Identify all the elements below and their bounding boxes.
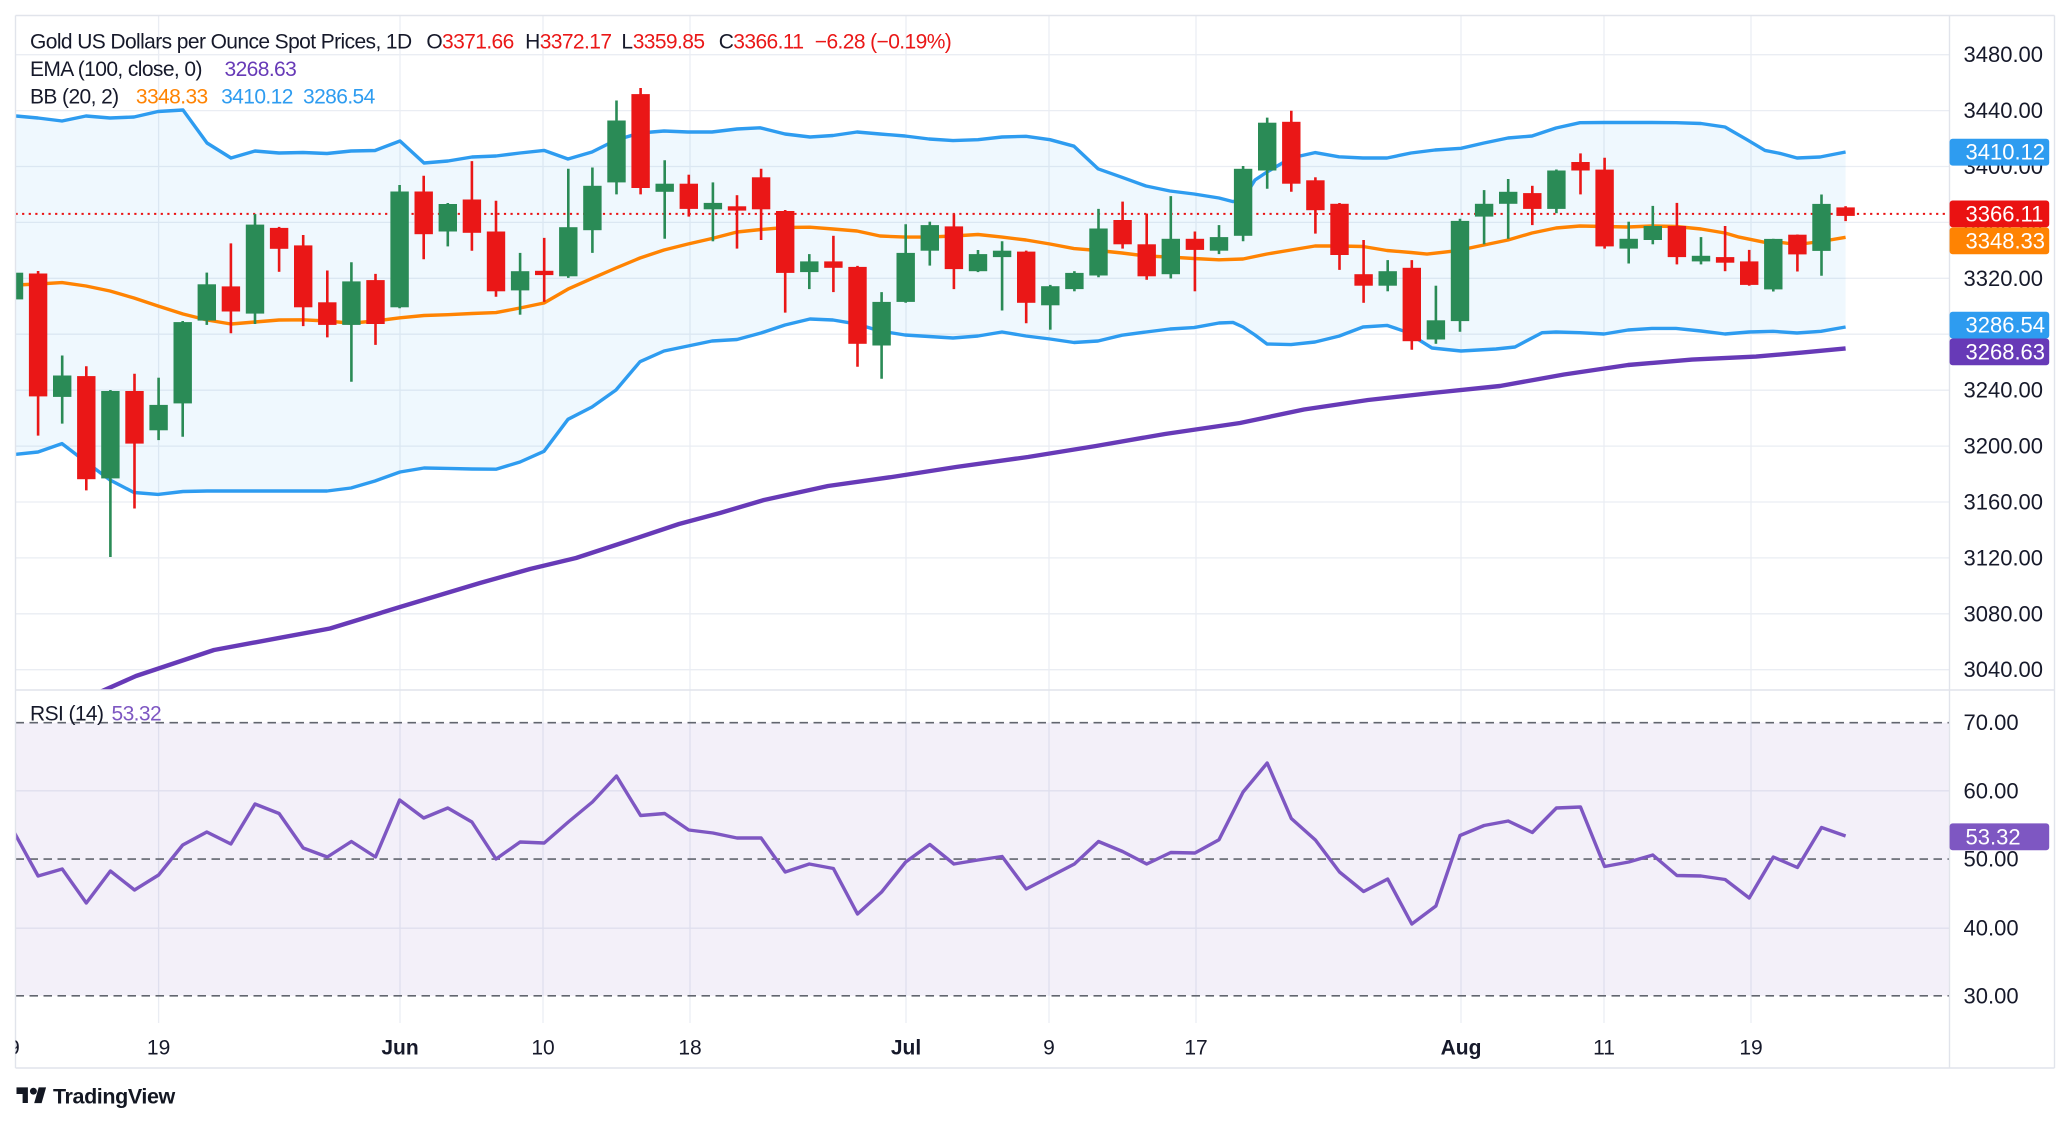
svg-text:Aug: Aug	[1441, 1037, 1482, 1060]
svg-text:RSI (14): RSI (14)	[30, 702, 103, 725]
svg-text:−6.28 (−0.19%): −6.28 (−0.19%)	[815, 31, 951, 54]
svg-text:60.00: 60.00	[1964, 778, 2019, 803]
svg-text:3268.63: 3268.63	[225, 58, 297, 81]
svg-text:3410.12: 3410.12	[221, 85, 293, 108]
svg-text:53.32: 53.32	[112, 702, 162, 725]
svg-text:3120.00: 3120.00	[1964, 545, 2044, 570]
svg-text:3286.54: 3286.54	[1966, 313, 2046, 338]
svg-text:3160.00: 3160.00	[1964, 490, 2044, 515]
svg-text:19: 19	[1739, 1037, 1762, 1060]
svg-text:3240.00: 3240.00	[1964, 378, 2044, 403]
svg-text:EMA (100, close, 0): EMA (100, close, 0)	[30, 58, 202, 81]
svg-text:BB (20, 2): BB (20, 2)	[30, 85, 119, 108]
svg-text:3080.00: 3080.00	[1964, 601, 2044, 626]
svg-text:9: 9	[1043, 1037, 1055, 1060]
svg-text:Gold US Dollars per Ounce Spot: Gold US Dollars per Ounce Spot Prices, 1…	[30, 31, 412, 54]
svg-text:3410.12: 3410.12	[1966, 140, 2046, 165]
svg-text:3286.54: 3286.54	[303, 85, 376, 108]
svg-text:9: 9	[8, 1037, 20, 1060]
svg-text:3040.00: 3040.00	[1964, 657, 2044, 682]
svg-text:3268.63: 3268.63	[1966, 339, 2046, 364]
svg-text:53.32: 53.32	[1966, 824, 2021, 849]
svg-text:Jul: Jul	[891, 1037, 921, 1060]
svg-text:40.00: 40.00	[1964, 916, 2019, 941]
svg-text:50.00: 50.00	[1964, 847, 2019, 872]
svg-text:11: 11	[1593, 1037, 1615, 1060]
svg-text:3200.00: 3200.00	[1964, 434, 2044, 459]
svg-text:H: H	[525, 31, 540, 54]
svg-text:3371.66: 3371.66	[442, 31, 514, 54]
svg-text:3366.11: 3366.11	[1966, 201, 2044, 226]
svg-text:70.00: 70.00	[1964, 710, 2019, 735]
svg-text:3366.11: 3366.11	[733, 31, 803, 54]
svg-text:Jun: Jun	[381, 1037, 418, 1060]
svg-text:3440.00: 3440.00	[1964, 98, 2044, 123]
svg-text:17: 17	[1184, 1037, 1207, 1060]
svg-text:TradingView: TradingView	[53, 1085, 176, 1109]
svg-text:19: 19	[147, 1037, 170, 1060]
svg-text:L: L	[621, 31, 632, 54]
svg-text:30.00: 30.00	[1964, 983, 2019, 1008]
svg-text:3320.00: 3320.00	[1964, 266, 2044, 291]
svg-text:O: O	[426, 31, 442, 54]
svg-text:3348.33: 3348.33	[136, 85, 208, 108]
svg-text:3359.85: 3359.85	[633, 31, 705, 54]
svg-text:C: C	[719, 31, 734, 54]
svg-text:3372.17: 3372.17	[540, 31, 612, 54]
svg-text:3348.33: 3348.33	[1966, 228, 2046, 253]
svg-text:18: 18	[678, 1037, 701, 1060]
svg-text:3480.00: 3480.00	[1964, 42, 2044, 67]
svg-text:10: 10	[531, 1037, 554, 1060]
